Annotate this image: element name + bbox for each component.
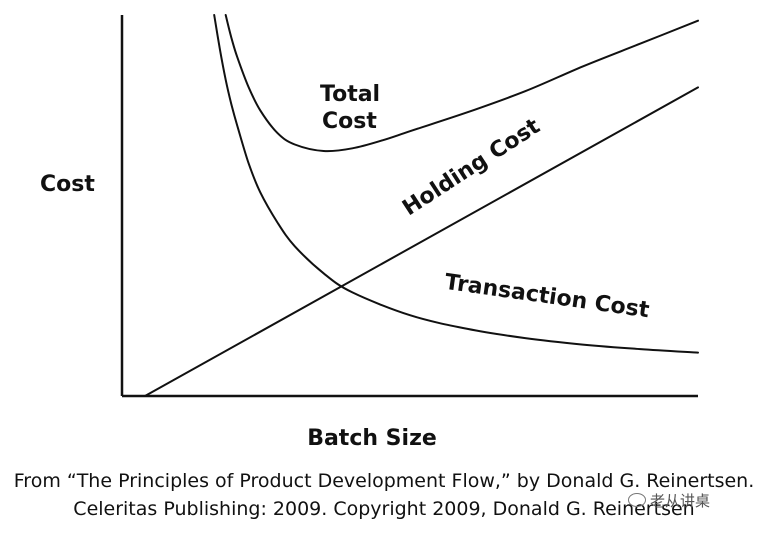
label-total-cost-line2: Cost — [322, 109, 377, 134]
series-layer — [144, 14, 699, 397]
caption-line-1: From “The Principles of Product Developm… — [13, 470, 755, 492]
axes — [120, 15, 698, 398]
series-line-total-cost — [224, 14, 699, 153]
watermark-text: 老从讲桌 — [650, 492, 711, 510]
caption-line-2: Celeritas Publishing: 2009. Copyright 20… — [73, 498, 695, 520]
series-line-holding-cost — [144, 86, 699, 397]
series-line-transaction-cost — [213, 14, 699, 354]
label-transaction-cost: Transaction Cost — [443, 270, 651, 324]
watermark: 老从讲桌 — [628, 490, 710, 511]
chart: Cost Batch Size Total Cost Holding Cost … — [40, 14, 699, 451]
wechat-icon — [628, 493, 646, 507]
x-axis-label: Batch Size — [307, 426, 437, 451]
y-axis-label: Cost — [40, 172, 95, 197]
label-holding-cost: Holding Cost — [398, 114, 545, 221]
label-total-cost-line1: Total — [320, 82, 380, 107]
